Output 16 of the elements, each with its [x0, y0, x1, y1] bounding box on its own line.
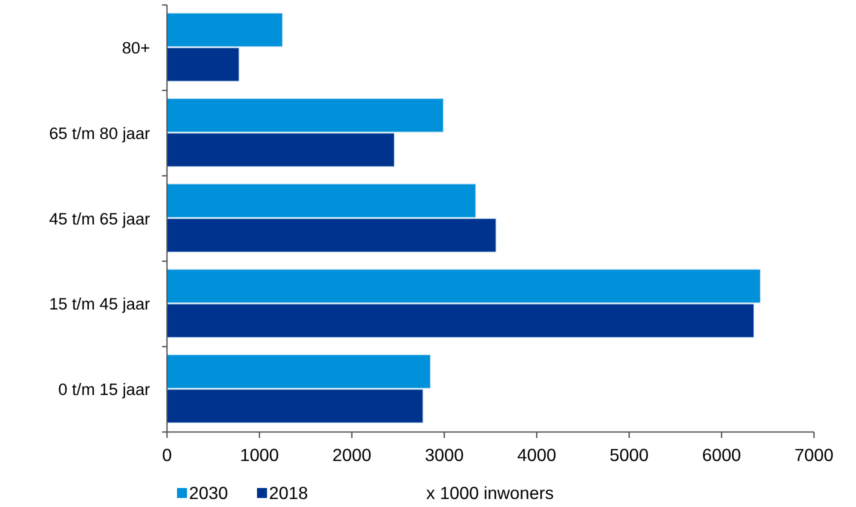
legend-label: 2030 — [189, 483, 228, 504]
x-tick-label: 7000 — [794, 445, 834, 465]
y-tick-label: 0 t/m 15 jaar — [58, 381, 150, 400]
legend-label: 2018 — [269, 483, 308, 504]
x-tick-label: 2000 — [332, 445, 372, 465]
y-tick-label: 65 t/m 80 jaar — [49, 124, 150, 143]
y-tick-label: 80+ — [122, 39, 150, 58]
x-tick-label: 6000 — [702, 445, 742, 465]
y-tick-label: 15 t/m 45 jaar — [49, 296, 150, 314]
x-tick-label: 3000 — [424, 445, 464, 465]
x-tick-label: 4000 — [517, 445, 556, 465]
x-axis-title: x 1000 inwoners — [426, 483, 554, 503]
x-tick-label: 1000 — [240, 445, 280, 465]
x-tick-label: 5000 — [610, 445, 649, 465]
y-tick-label: 45 t/m 65 jaar — [49, 210, 150, 228]
x-tick-label: 0 — [162, 445, 172, 465]
